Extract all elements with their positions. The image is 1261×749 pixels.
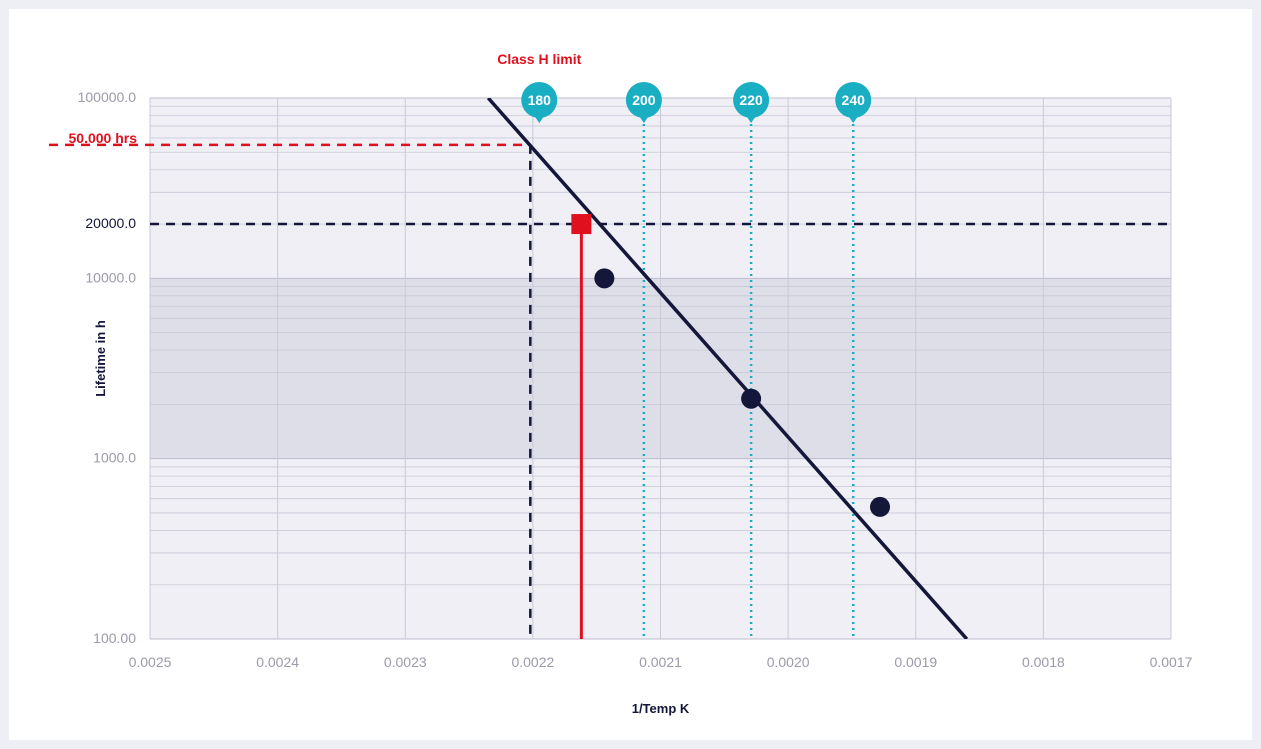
y-tick-label: 100000.0 xyxy=(78,89,137,105)
x-tick-label: 0.0022 xyxy=(511,654,554,670)
temperature-marker-label: 180 xyxy=(528,92,552,108)
temperature-marker-label: 220 xyxy=(739,92,763,108)
data-point xyxy=(594,268,615,289)
lifetime-line xyxy=(486,98,969,639)
y-axis-title: Lifetime in h xyxy=(93,320,108,397)
temperature-marker-bubble xyxy=(521,82,558,118)
y-tick-label: 100.00 xyxy=(93,630,136,646)
chart-card: 0.0025 0.0024 0.0023 0.0022 0.0021 0.0020 0.00… xyxy=(9,9,1252,740)
class-h-limit-label: Class H limit xyxy=(497,51,581,67)
temperature-marker-200: 200 xyxy=(625,82,662,123)
temperature-marker-bubble xyxy=(835,82,872,118)
temperature-marker-240: 240 xyxy=(835,82,872,123)
x-tick-label: 0.0024 xyxy=(256,654,299,670)
x-axis-title: 1/Temp K xyxy=(632,701,690,716)
data-point xyxy=(870,496,891,517)
x-tick-label: 0.0020 xyxy=(767,654,810,670)
y-tick-label: 10000.0 xyxy=(85,269,136,285)
hours-label: 50.000 hrs xyxy=(69,130,138,146)
temperature-marker-bubble xyxy=(625,82,662,118)
x-tick-label: 0.0023 xyxy=(384,654,427,670)
red-marker-square xyxy=(571,214,592,235)
x-tick-label: 0.0017 xyxy=(1150,654,1193,670)
x-tick-label: 0.0018 xyxy=(1022,654,1065,670)
temperature-marker-label: 200 xyxy=(632,92,656,108)
x-tick-label: 0.0019 xyxy=(894,654,937,670)
data-point xyxy=(741,388,762,409)
lifetime-chart: 0.0025 0.0024 0.0023 0.0022 0.0021 0.0020 0.00… xyxy=(49,51,1193,716)
temperature-marker-bubble xyxy=(733,82,770,118)
x-tick-label: 0.0021 xyxy=(639,654,682,670)
x-tick-label: 0.0025 xyxy=(129,654,172,670)
temperature-marker-label: 240 xyxy=(842,92,866,108)
y-label-20000: 20000.0 xyxy=(85,215,136,231)
temperature-marker-220: 220 xyxy=(733,82,770,123)
temperature-marker-180: 180 xyxy=(521,82,558,123)
y-tick-label: 1000.0 xyxy=(93,450,136,466)
